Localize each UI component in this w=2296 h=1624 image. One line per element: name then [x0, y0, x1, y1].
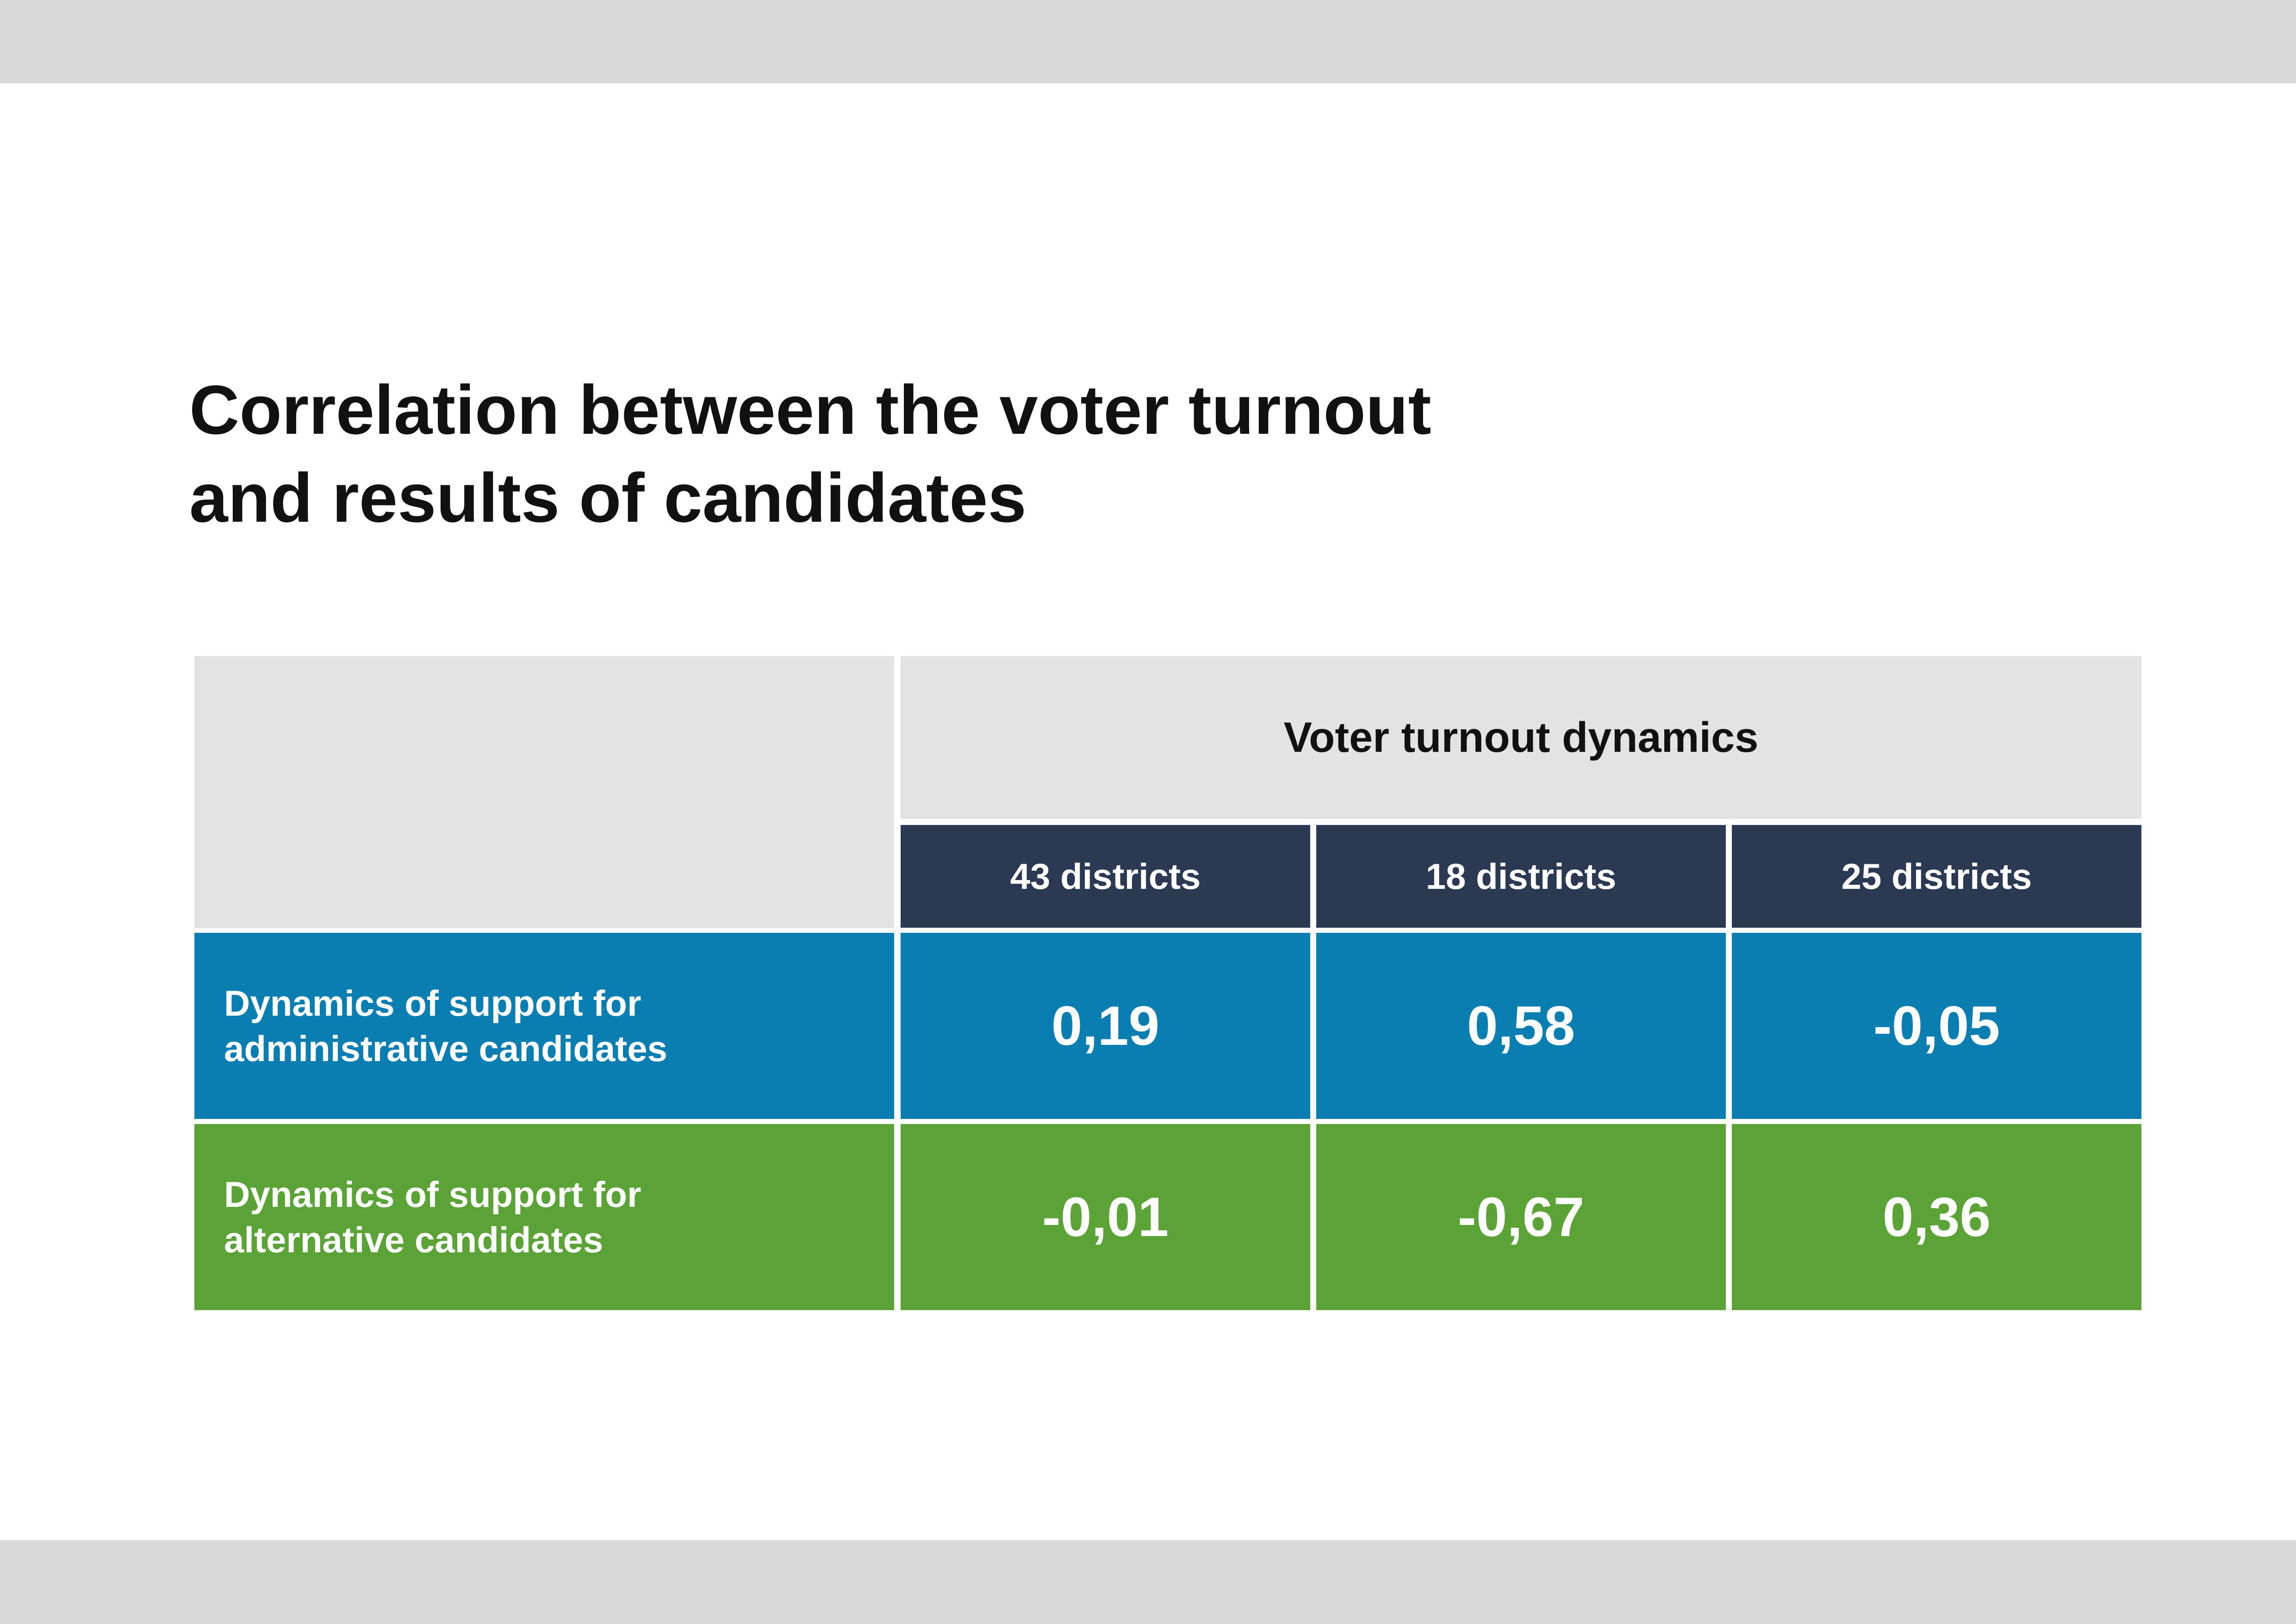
value-cell-alternative-25: 0,36	[1732, 1124, 2141, 1310]
bottom-band	[0, 1540, 2296, 1624]
value-cell-administrative-43: 0,19	[901, 933, 1310, 1119]
chart-title-line-2: and results of candidates	[189, 459, 1027, 537]
value-cell-administrative-25: -0,05	[1732, 933, 2141, 1119]
chart-title-line-1: Correlation between the voter turnout	[189, 371, 1431, 449]
column-header-25-districts: 25 districts	[1732, 825, 2141, 928]
column-group-header: Voter turnout dynamics	[901, 656, 2141, 819]
chart-title: Correlation between the voter turnout an…	[189, 366, 1855, 542]
row-label-alternative: Dynamics of support for alternative cand…	[194, 1124, 894, 1310]
row-label-administrative: Dynamics of support for administrative c…	[194, 933, 894, 1119]
table-corner-cell	[194, 656, 894, 928]
value-cell-alternative-18: -0,67	[1316, 1124, 1726, 1310]
value-cell-alternative-43: -0,01	[901, 1124, 1310, 1310]
row-label-line: Dynamics of support for	[224, 983, 641, 1024]
column-header-18-districts: 18 districts	[1316, 825, 1726, 928]
row-label-line: alternative candidates	[224, 1219, 604, 1260]
row-label-line: Dynamics of support for	[224, 1174, 641, 1215]
row-label-line: administrative candidates	[224, 1028, 668, 1069]
top-band	[0, 0, 2296, 83]
column-header-43-districts: 43 districts	[901, 825, 1310, 928]
value-cell-administrative-18: 0,58	[1316, 933, 1726, 1119]
